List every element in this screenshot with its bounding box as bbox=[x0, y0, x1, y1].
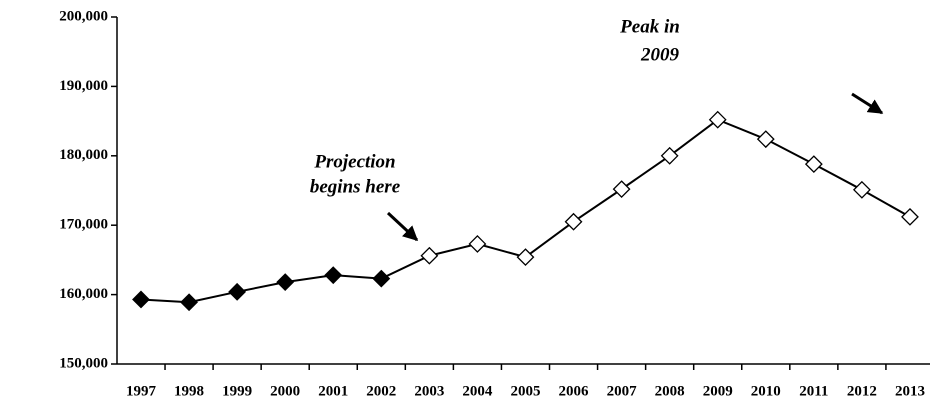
marker bbox=[228, 282, 247, 301]
marker bbox=[852, 180, 871, 199]
marker bbox=[612, 180, 631, 199]
x-tick-label: 2009 bbox=[703, 383, 733, 399]
line bbox=[140, 118, 911, 304]
marker bbox=[564, 212, 583, 231]
y-tick-label: 200,000 bbox=[59, 8, 108, 24]
marker bbox=[756, 130, 775, 149]
x-tick-label: 2008 bbox=[655, 383, 685, 399]
y-tick-label: 180,000 bbox=[59, 147, 108, 163]
annotation: Projection bbox=[313, 151, 395, 172]
y-tick-label: 170,000 bbox=[59, 217, 108, 233]
x-tick-label: 1999 bbox=[222, 383, 252, 399]
marker bbox=[420, 246, 439, 265]
x-tick-label: 2000 bbox=[270, 383, 300, 399]
x-tick-label: 1997 bbox=[126, 383, 157, 399]
marker bbox=[901, 207, 919, 226]
marker bbox=[804, 155, 823, 174]
annotation: 2009 bbox=[640, 44, 680, 65]
y-tick-label: 150,000 bbox=[59, 355, 108, 371]
x-tick-label: 2001 bbox=[318, 383, 348, 399]
x-tick-label: 1998 bbox=[174, 383, 204, 399]
annotation-arrow bbox=[386, 211, 419, 242]
annotation-arrow bbox=[851, 92, 884, 115]
x-tick-label: 2006 bbox=[559, 383, 590, 399]
x-tick-label: 2002 bbox=[366, 383, 396, 399]
annotation: begins here bbox=[310, 176, 401, 197]
marker bbox=[708, 110, 727, 129]
x-tick-label: 2010 bbox=[751, 383, 781, 399]
marker bbox=[324, 266, 343, 285]
x-tick-label: 2013 bbox=[895, 383, 925, 399]
x-tick-label: 2005 bbox=[510, 383, 540, 399]
marker bbox=[516, 248, 535, 267]
marker bbox=[132, 290, 150, 309]
x-tick-label: 2003 bbox=[414, 383, 444, 399]
annotation: Peak in bbox=[619, 16, 680, 37]
x-tick-label: 2004 bbox=[462, 383, 493, 399]
marker bbox=[660, 146, 679, 165]
x-tick-label: 2012 bbox=[847, 383, 877, 399]
x-tick-label: 2011 bbox=[799, 383, 828, 399]
marker bbox=[180, 293, 198, 312]
x-tick-label: 2007 bbox=[607, 383, 638, 399]
y-tick-label: 190,000 bbox=[59, 78, 108, 94]
marker bbox=[372, 269, 391, 288]
marker bbox=[468, 235, 487, 253]
marker bbox=[276, 273, 295, 292]
y-tick-label: 160,000 bbox=[59, 286, 108, 302]
